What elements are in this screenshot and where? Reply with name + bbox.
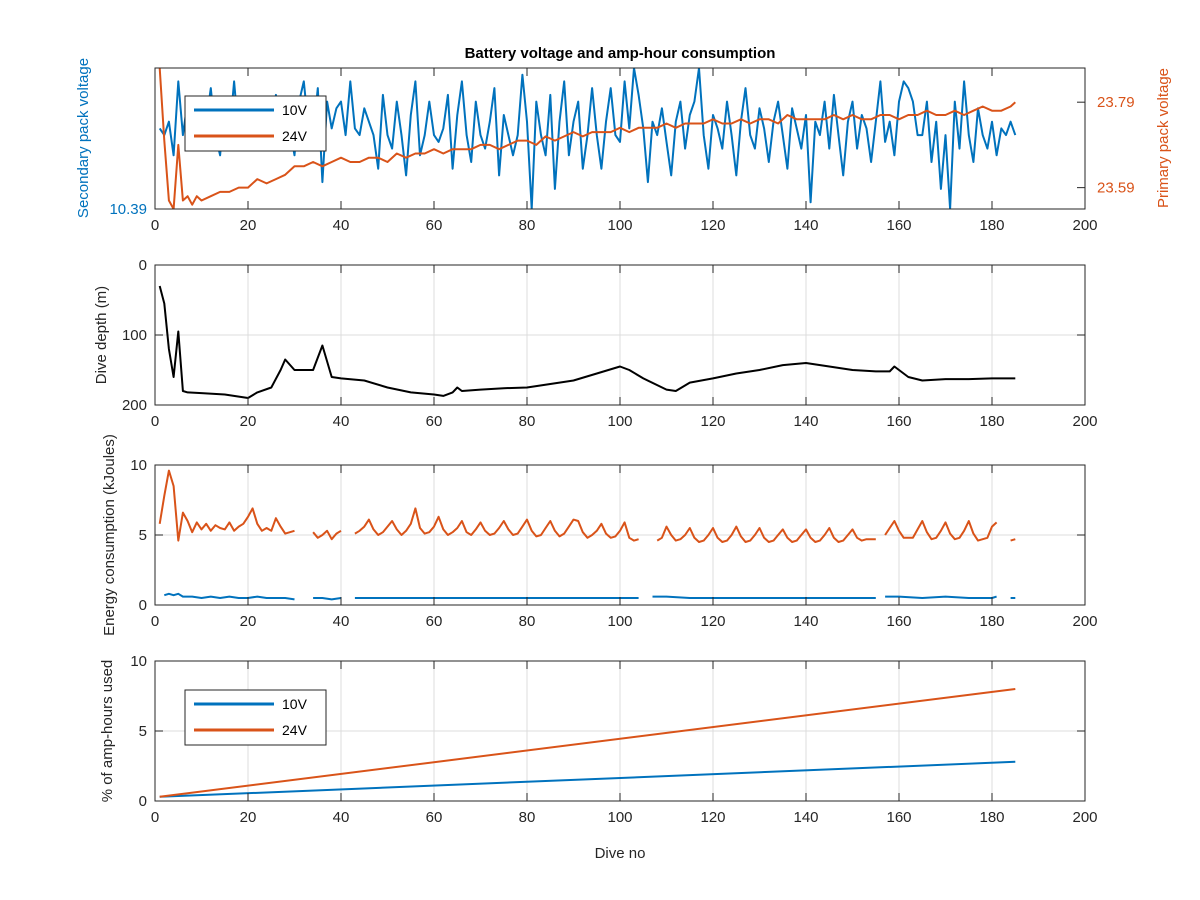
x-tick-label: 60	[426, 613, 443, 630]
y-tick-label: 0	[139, 597, 147, 614]
x-tick-label: 60	[426, 809, 443, 826]
x-tick-label: 200	[1072, 413, 1097, 430]
y-tick-label: 100	[122, 327, 147, 344]
x-tick-label: 180	[979, 413, 1004, 430]
legend: 10V 24V	[184, 689, 327, 746]
x-tick-label: 100	[607, 217, 632, 234]
x-tick-label: 160	[886, 613, 911, 630]
x-tick-label: 180	[979, 217, 1004, 234]
y-tick-label: 0	[139, 257, 147, 274]
y-ticks: 0 5 10	[130, 653, 1085, 810]
x-tick-label: 20	[240, 809, 257, 826]
y-tick-label-right: 23.79	[1097, 94, 1135, 111]
x-tick-label: 20	[240, 613, 257, 630]
x-tick-label: 120	[700, 217, 725, 234]
y-ticks-right: 23.59 23.79	[1077, 94, 1135, 197]
y-axis-label: % of amp-hours used	[99, 660, 116, 803]
x-tick-label: 60	[426, 413, 443, 430]
x-tick-label: 0	[151, 413, 159, 430]
x-tick-label: 140	[793, 809, 818, 826]
y-tick-label: 0	[139, 793, 147, 810]
y-tick-label: 10	[130, 653, 147, 670]
legend: 10V 24V	[184, 95, 327, 152]
x-tick-label: 40	[333, 809, 350, 826]
x-ticks: 0 20 40 60 80 100 120 140 160 180 200	[151, 68, 1098, 234]
x-tick-label: 40	[333, 613, 350, 630]
y-ticks: 0 5 10	[130, 457, 1085, 614]
x-ticks: 0 20 40 60 80 100 120 140 160 180 200	[151, 265, 1098, 430]
x-tick-label: 120	[700, 613, 725, 630]
x-ticks: 0 20 40 60 80 100 120 140 160 180 200	[151, 465, 1098, 630]
x-tick-label: 120	[700, 413, 725, 430]
y-axis-label: Dive depth (m)	[93, 286, 110, 384]
series-line-24v	[158, 469, 1016, 543]
voltage-axes: Battery voltage and amp-hour consumption…	[75, 45, 1172, 234]
series-layer	[158, 469, 1016, 601]
x-tick-label: 180	[979, 809, 1004, 826]
energy-axes: 0 20 40 60 80 100 120 140 160 180 200 0 5 10 Energy …	[101, 434, 1098, 636]
y-axis-label: Energy consumption (kJoules)	[101, 434, 118, 636]
x-tick-label: 80	[519, 809, 536, 826]
legend-label-10v: 10V	[282, 696, 308, 712]
x-tick-label: 140	[793, 613, 818, 630]
grid	[155, 465, 1085, 605]
legend-label-10v: 10V	[282, 102, 308, 118]
amphours-axes: 0 20 40 60 80 100 120 140 160 180 200 0 5 10 % of am…	[99, 653, 1098, 862]
series-line-10v	[159, 760, 1016, 798]
x-tick-label: 20	[240, 413, 257, 430]
y-tick-label-right: 23.59	[1097, 180, 1135, 197]
legend-label-24v: 24V	[282, 722, 308, 738]
x-tick-label: 160	[886, 413, 911, 430]
x-tick-label: 100	[607, 613, 632, 630]
legend-box	[184, 95, 327, 152]
series-layer	[159, 688, 1016, 798]
x-tick-label: 40	[333, 413, 350, 430]
y-ticks: 0 100 200	[122, 257, 1085, 414]
y-tick-label: 5	[139, 723, 147, 740]
x-tick-label: 80	[519, 413, 536, 430]
series-line-line-0	[158, 285, 1016, 399]
legend-label-24v: 24V	[282, 128, 308, 144]
x-tick-label: 100	[607, 413, 632, 430]
grid	[155, 265, 1085, 405]
y-ticks-left: 10.39	[109, 201, 163, 218]
x-tick-label: 0	[151, 217, 159, 234]
x-tick-label: 40	[333, 217, 350, 234]
x-ticks: 0 20 40 60 80 100 120 140 160 180 200	[151, 661, 1098, 826]
x-tick-label: 200	[1072, 809, 1097, 826]
x-tick-label: 20	[240, 217, 257, 234]
depth-axes: 0 20 40 60 80 100 120 140 160 180 200 0 100 200 Dive…	[93, 257, 1098, 430]
x-tick-label: 140	[793, 413, 818, 430]
y-tick-label: 10	[130, 457, 147, 474]
y-axis-label-right: Primary pack voltage	[1155, 68, 1172, 208]
x-tick-label: 60	[426, 217, 443, 234]
x-tick-label: 0	[151, 613, 159, 630]
y-tick-label: 10.39	[109, 201, 147, 218]
x-tick-label: 200	[1072, 613, 1097, 630]
series-line-10v	[164, 592, 1016, 601]
x-tick-label: 80	[519, 613, 536, 630]
x-tick-label: 80	[519, 217, 536, 234]
x-tick-label: 140	[793, 217, 818, 234]
x-tick-label: 100	[607, 809, 632, 826]
x-tick-label: 180	[979, 613, 1004, 630]
x-tick-label: 160	[886, 217, 911, 234]
y-tick-label: 200	[122, 397, 147, 414]
x-tick-label: 0	[151, 809, 159, 826]
legend-box	[184, 689, 327, 746]
x-tick-label: 200	[1072, 217, 1097, 234]
series-layer	[158, 68, 1017, 209]
series-line-24v	[158, 68, 1016, 209]
x-axis-label: Dive no	[595, 845, 646, 862]
x-tick-label: 160	[886, 809, 911, 826]
chart-title: Battery voltage and amp-hour consumption	[465, 45, 776, 62]
series-line-24v	[159, 688, 1016, 798]
series-layer	[158, 285, 1016, 399]
x-tick-label: 120	[700, 809, 725, 826]
y-tick-label: 5	[139, 527, 147, 544]
y-axis-label-left: Secondary pack voltage	[75, 58, 92, 218]
